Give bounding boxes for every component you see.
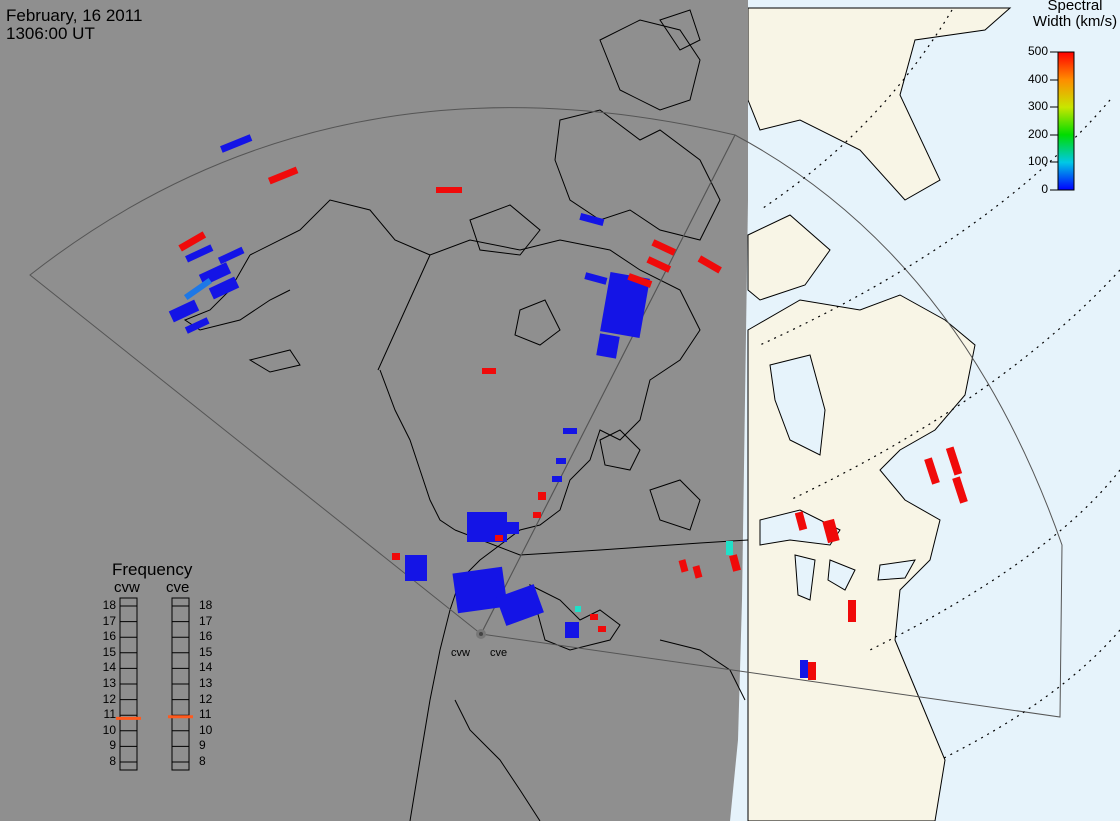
borders <box>377 254 749 556</box>
frequency-scale-label: 10 <box>199 722 213 737</box>
time-label: 1306:00 UT <box>6 24 95 43</box>
frequency-grid <box>120 605 189 763</box>
frequency-scale-label: 8 <box>109 754 116 768</box>
frequency-scale-label: 17 <box>102 613 116 628</box>
colorbar-tick-label: 0 <box>1041 182 1048 196</box>
station-label-cvw: cvw <box>451 647 470 659</box>
frequency-scale-label: 16 <box>199 629 213 644</box>
low-width-echoes <box>168 134 808 678</box>
frequency-markers <box>116 715 193 720</box>
frequency-scale-label: 8 <box>199 754 206 768</box>
colorbar-tick-label: 100 <box>1027 154 1048 169</box>
colorbar-tick-label: 200 <box>1027 126 1048 141</box>
colorbar <box>1050 51 1075 191</box>
frequency-scale-label: 9 <box>109 738 116 753</box>
frequency-scale-label: 11 <box>103 707 116 722</box>
colorbar-tick-label: 500 <box>1027 44 1048 58</box>
frequency-scale-label: 15 <box>199 644 213 659</box>
radar-echoes <box>168 134 968 680</box>
colorbar-tick-label: 400 <box>1027 71 1048 86</box>
colorbar-title-line1: Spectral <box>1047 0 1103 14</box>
frequency-scale-label: 10 <box>102 722 116 737</box>
colorbar-tick-label: 300 <box>1027 99 1048 114</box>
colorbar-title-line2: Width (km/s) <box>1032 13 1118 30</box>
latitude-circles <box>759 9 1120 761</box>
frequency-scale-label: 18 <box>102 598 116 612</box>
station-label-cve: cve <box>490 647 508 659</box>
frequency-scale-label: 18 <box>199 598 213 612</box>
cyan-echoes <box>575 541 733 612</box>
frequency-scale-label: 15 <box>102 644 116 659</box>
frequency-scale-label: 14 <box>199 660 213 675</box>
frequency-radar-cvw: cvw <box>114 579 140 596</box>
radar-site-marker <box>476 629 486 639</box>
radar-field-of-view <box>29 107 1063 718</box>
frequency-scale-label: 14 <box>102 660 116 675</box>
high-width-echoes <box>178 166 968 680</box>
frequency-scale-label: 12 <box>102 691 116 706</box>
frequency-scale-label: 17 <box>199 613 213 628</box>
mid-width-echoes <box>183 277 213 301</box>
frequency-scale-label: 13 <box>199 676 213 690</box>
frequency-scale-label: 12 <box>199 691 213 706</box>
frequency-title: Frequency <box>112 560 193 579</box>
frequency-scale-label: 11 <box>199 707 212 722</box>
night-shadow <box>0 0 748 821</box>
date-label: February, 16 2011 <box>6 6 143 25</box>
great-lakes-day <box>759 354 916 601</box>
colorbar-title: Spectral Width (km/s) <box>1030 0 1120 30</box>
frequency-scale-label: 9 <box>199 738 206 753</box>
frequency-scale-label: 13 <box>102 676 116 690</box>
frequency-radar-cve: cve <box>166 579 190 596</box>
frequency-scale-label: 16 <box>102 629 116 644</box>
